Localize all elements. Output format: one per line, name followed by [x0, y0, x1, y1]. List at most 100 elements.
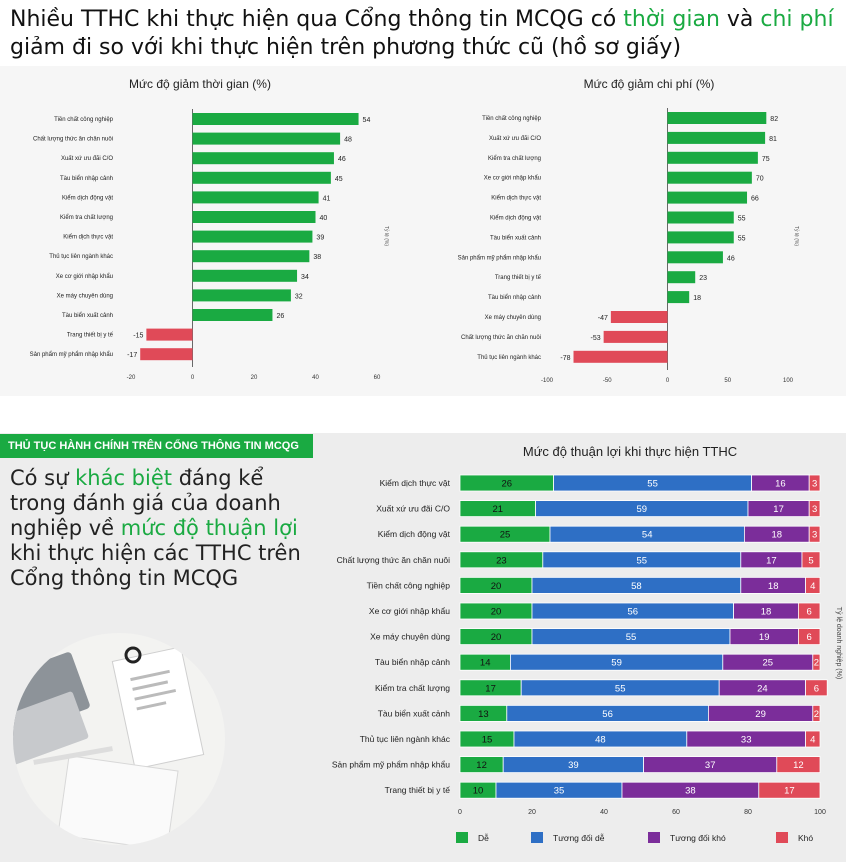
tick-label: 0 — [666, 378, 670, 384]
category-label: Xuất xứ ưu đãi C/O — [489, 136, 541, 142]
tick-label: 50 — [724, 378, 731, 384]
value-label: 82 — [770, 116, 778, 123]
legend-swatch — [456, 832, 468, 843]
tick-label: 100 — [783, 378, 794, 384]
segment-label: 5 — [808, 555, 813, 566]
bar — [192, 132, 341, 145]
segment-label: 18 — [772, 530, 783, 541]
tick-label: 40 — [312, 375, 319, 381]
stack-segment — [797, 628, 821, 646]
bar — [192, 152, 334, 165]
category-label: Kiểm tra chất lượng — [375, 683, 450, 693]
category-label: Xuất xứ ưu đãi C/O — [376, 504, 450, 514]
value-label: 34 — [301, 274, 309, 281]
category-label: Thủ tục liên ngành khác — [360, 734, 451, 744]
headline-highlight-time: thời gian — [623, 7, 720, 32]
callout-highlight-difference: khác biệt — [75, 466, 173, 490]
value-label: 75 — [762, 156, 770, 163]
segment-label: 56 — [628, 607, 639, 618]
segment-label: 4 — [810, 735, 815, 746]
segment-label: 4 — [810, 581, 815, 592]
cost-reduction-chart: Mức độ giảm chi phí (%) Tỷ lệ (%) -100 -50 0… — [458, 77, 800, 384]
category-label: Tiền chất công nghiệp — [482, 116, 541, 122]
category-label: Xuất xứ ưu đãi C/O — [61, 156, 113, 162]
segment-label: 15 — [482, 735, 493, 746]
legend-swatch — [648, 832, 660, 843]
segment-label: 38 — [685, 786, 696, 797]
category-label: Xe cơ giới nhập khẩu — [56, 273, 113, 280]
segment-label: 20 — [491, 632, 502, 643]
bar — [667, 271, 696, 284]
category-label: Thủ tục liên ngành khác — [49, 253, 113, 260]
value-label: 81 — [769, 136, 777, 143]
value-label: 54 — [363, 117, 371, 124]
category-label: Xe máy chuyên dùng — [485, 315, 541, 321]
tick-label: 0 — [458, 809, 462, 816]
value-label: 38 — [313, 254, 321, 261]
bar — [667, 251, 723, 264]
bar — [667, 211, 734, 224]
segment-label: 6 — [807, 632, 812, 643]
desk-photo — [13, 633, 225, 845]
value-label: 18 — [693, 295, 701, 302]
bar — [192, 171, 331, 184]
segment-label: 2 — [814, 658, 819, 669]
stack-segment — [805, 730, 821, 748]
segment-label: 59 — [611, 658, 622, 669]
tick-label: 20 — [528, 809, 536, 816]
category-label: Tàu biển xuất cảnh — [490, 234, 541, 241]
bar — [140, 348, 193, 361]
segment-label: 55 — [647, 479, 658, 490]
value-label: 55 — [738, 216, 746, 223]
bar — [667, 231, 734, 244]
stack-segment — [808, 525, 821, 543]
segment-label: 21 — [493, 504, 504, 515]
bar — [192, 230, 313, 243]
time-reduction-chart: Mức độ giảm thời gian (%) Tỷ lệ (%) -20 0 20… — [30, 77, 390, 381]
chart-title: Mức độ giảm thời gian (%) — [129, 77, 271, 91]
segment-label: 55 — [626, 632, 637, 643]
category-label: Tàu biển xuất cảnh — [378, 708, 451, 718]
callout-highlight-ease: mức độ thuận lợi — [120, 516, 298, 540]
value-label: 46 — [338, 156, 346, 163]
side-label: Tỷ lệ (%) — [793, 226, 800, 246]
category-label: Kiểm tra chất lượng — [60, 214, 113, 221]
segment-label: 3 — [812, 504, 817, 515]
value-label: -78 — [560, 355, 570, 362]
legend-label: Tương đối dễ — [553, 833, 605, 843]
segment-label: 25 — [763, 658, 774, 669]
chart-title: Mức độ thuận lợi khi thực hiện TTHC — [523, 444, 737, 459]
category-label: Thủ tục liên ngành khác — [477, 354, 541, 361]
binder-clip-shape — [124, 646, 142, 664]
segment-label: 6 — [814, 683, 819, 694]
segment-label: 17 — [784, 786, 795, 797]
side-label: Tỷ lệ (%) — [383, 226, 390, 246]
segment-label: 12 — [476, 760, 487, 771]
segment-label: 12 — [793, 760, 804, 771]
section-banner: THỦ TỤC HÀNH CHÍNH TRÊN CỔNG THÔNG TIN M… — [0, 434, 313, 458]
category-label: Tiền chất công nghiệp — [367, 580, 451, 590]
value-label: 41 — [323, 195, 331, 202]
tick-label: 0 — [191, 375, 195, 381]
category-label: Kiểm dịch động vật — [378, 529, 451, 539]
value-label: 40 — [320, 215, 328, 222]
category-label: Tiền chất công nghiệp — [54, 117, 113, 123]
bar — [603, 330, 668, 343]
segment-label: 33 — [741, 735, 752, 746]
tick-label: 100 — [814, 809, 826, 816]
legend-swatch — [776, 832, 788, 843]
desk-illustration — [13, 646, 205, 845]
tick-label: -20 — [127, 375, 136, 381]
segment-label: 56 — [602, 709, 613, 720]
tick-label: 60 — [374, 375, 381, 381]
stack-segment — [812, 704, 821, 722]
category-label: Tàu biển xuất cảnh — [62, 312, 113, 319]
stack-segment — [808, 500, 821, 517]
segment-label: 59 — [637, 504, 648, 515]
bar — [667, 112, 767, 124]
side-label: Tỷ lệ doanh nghiệp (%) — [835, 607, 842, 679]
segment-label: 25 — [500, 530, 511, 541]
segment-label: 55 — [615, 683, 626, 694]
legend-label: Dễ — [478, 833, 489, 843]
segment-label: 14 — [480, 658, 491, 669]
